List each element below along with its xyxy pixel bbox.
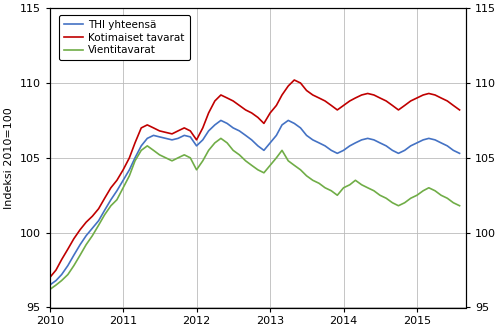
- Line: THI yhteensä: THI yhteensä: [50, 120, 460, 285]
- Line: Kotimaiset tavarat: Kotimaiset tavarat: [50, 80, 460, 278]
- Y-axis label: Indeksi 2010=100: Indeksi 2010=100: [4, 107, 14, 209]
- Legend: THI yhteensä, Kotimaiset tavarat, Vientitavarat: THI yhteensä, Kotimaiset tavarat, Vienti…: [59, 15, 190, 60]
- Line: Vientitavarat: Vientitavarat: [50, 138, 460, 289]
